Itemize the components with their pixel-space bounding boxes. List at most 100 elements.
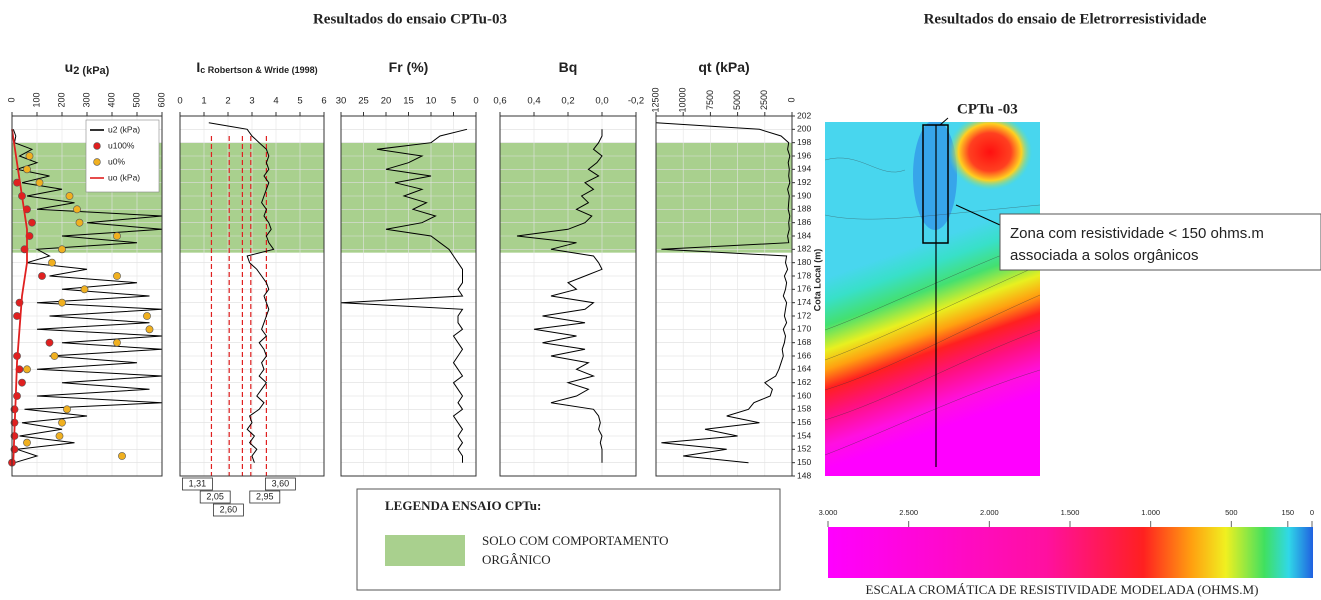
y-tick-label: 202 (797, 110, 811, 120)
profile-point (75, 218, 84, 227)
legend-label: u2 (kPa) (108, 124, 140, 134)
colorbar-tick-label: 2.000 (980, 508, 999, 517)
x-tick-label: 2500 (759, 90, 769, 110)
profile-point (23, 438, 31, 447)
profile-panel: 0,6 0,4 0,2 0,0 -0,2 Bq (493, 59, 644, 477)
y-axis-label: Cota Local (m) (812, 249, 822, 312)
profile-point (145, 325, 154, 334)
legend-key (93, 142, 101, 150)
y-tick-label: 154 (797, 430, 811, 440)
x-tick-label: 0 (786, 97, 796, 102)
profile-line (655, 122, 791, 464)
x-tick-label: 5 (451, 96, 456, 107)
panel-title: Fr (%) (389, 59, 429, 75)
x-tick-label: 15 (403, 96, 414, 107)
y-tick-label: 178 (797, 270, 811, 280)
y-tick-label: 194 (797, 164, 811, 174)
x-tick-label: 30 (336, 96, 347, 107)
profile-line (340, 128, 468, 463)
profile-line (208, 122, 275, 463)
panel-title: Bq (559, 59, 578, 75)
x-tick-label: 500 (131, 92, 141, 107)
profile-point (58, 418, 66, 427)
colorbar-tick-label: 1.500 (1061, 508, 1080, 517)
panel-title-main: u (65, 59, 74, 75)
legend-label: u0% (108, 156, 125, 166)
profile-point (28, 218, 36, 227)
y-tick-label: 150 (797, 457, 811, 467)
panel-title-main: Bq (559, 59, 578, 75)
legend-label: u100% (108, 140, 135, 150)
probe-label: CPTu -03 (957, 101, 1018, 117)
y-tick-label: 192 (797, 177, 811, 187)
profile-point (113, 338, 121, 347)
y-tick-label: 188 (797, 204, 811, 214)
profile-point (23, 165, 31, 174)
profile-panel: 0 1 2 3 4 5 6 Ic Robertson & Wride (1998) 1,31 2,… (177, 59, 327, 517)
y-tick-label: 174 (797, 297, 811, 307)
y-tick-label: 186 (797, 217, 811, 227)
profile-point (113, 232, 121, 240)
profile-point (58, 245, 66, 254)
legend-key (93, 158, 101, 166)
panel-title: u2 (kPa) (65, 59, 110, 77)
x-tick-label: 0,2 (561, 96, 574, 107)
x-tick-label: 0 (6, 97, 16, 102)
x-tick-label: 300 (81, 92, 91, 107)
x-tick-label: 7500 (705, 90, 715, 110)
y-tick-label: 196 (797, 150, 811, 160)
x-tick-label: 2 (225, 96, 230, 107)
boundary-label: 2,05 (206, 491, 224, 501)
colorbar-tick-label: 500 (1225, 508, 1238, 517)
x-tick-label: 0 (177, 96, 182, 107)
profile-panel: 30 25 20 15 10 5 0 Fr (%) (336, 59, 479, 477)
profile-point (55, 432, 64, 440)
x-tick-label: 5000 (732, 90, 742, 110)
x-tick-label: 200 (56, 92, 66, 107)
x-tick-label: 20 (381, 96, 392, 107)
panel-title-main: Fr (%) (389, 59, 429, 75)
x-tick-label: 3 (249, 96, 254, 107)
note-box (999, 213, 1321, 271)
x-tick-label: 1 (201, 96, 206, 107)
y-tick-label: 190 (797, 190, 811, 200)
zone-note: Zona com resistividade < 150 ohms.m (1010, 225, 1264, 242)
y-tick-label: 156 (797, 417, 811, 427)
y-tick-label: 182 (797, 244, 811, 254)
panel-title: qt (kPa) (698, 59, 749, 75)
x-tick-label: -0,2 (628, 96, 644, 107)
profile-panel: 12500 10000 7500 5000 2500 0 qt (kPa) 148 150 152… (650, 59, 822, 481)
panel-frame (499, 115, 637, 477)
note-pointer (955, 204, 1001, 226)
x-tick-label: 5 (297, 96, 302, 107)
x-tick-label: 10 (426, 96, 437, 107)
x-tick-label: 400 (106, 92, 116, 107)
profile-point (50, 352, 59, 360)
panel-title-main: I (196, 59, 200, 75)
y-tick-label: 170 (797, 324, 811, 334)
colorbar-tick-label: 0 (1310, 508, 1314, 517)
zone-note: associada a solos orgânicos (1010, 247, 1198, 264)
profile-point (63, 405, 71, 414)
profile-point (65, 192, 74, 200)
profile-point (35, 178, 44, 187)
y-tick-label: 164 (797, 364, 811, 374)
panel-title-main: qt (kPa) (698, 59, 749, 75)
colorbar-tick-label: 150 (1282, 508, 1295, 517)
profile-point (48, 258, 56, 267)
x-tick-label: 0,0 (595, 96, 608, 107)
y-tick-label: 162 (797, 377, 811, 387)
y-tick-label: 172 (797, 310, 811, 320)
colorbar-tick-label: 3.000 (819, 508, 838, 517)
x-tick-label: 0,6 (493, 96, 506, 107)
profile-point (25, 152, 34, 160)
legend-label: ORGÂNICO (482, 552, 551, 567)
panel-frame (340, 115, 477, 477)
y-tick-label: 158 (797, 404, 811, 414)
x-tick-label: 12500 (650, 87, 660, 112)
right-title: Resultados do ensaio de Eletrorresistivi… (924, 11, 1207, 27)
colorbar-tick-label: 2.500 (899, 508, 918, 517)
left-title: Resultados do ensaio CPTu-03 (313, 11, 507, 27)
x-tick-label: 4 (273, 96, 278, 107)
